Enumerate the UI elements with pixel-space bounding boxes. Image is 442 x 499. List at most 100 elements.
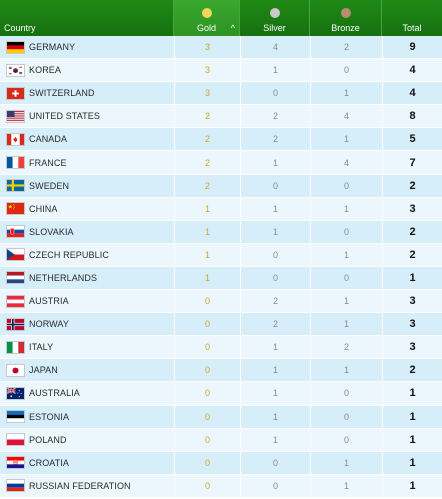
gold-column-header[interactable]: Gold ^ <box>174 0 240 36</box>
bronze-count: 0 <box>310 220 382 243</box>
table-row[interactable]: NETHERLANDS 1 0 0 1 <box>0 266 442 291</box>
bronze-count: 1 <box>310 359 382 382</box>
table-row[interactable]: SLOVAKIA 1 1 0 2 <box>0 220 442 244</box>
total-count: 2 <box>382 359 442 382</box>
total-count: 3 <box>382 313 442 336</box>
table-row[interactable]: AUSTRIA 0 2 1 3 <box>0 290 442 314</box>
country-name: ITALY <box>29 342 54 353</box>
table-row[interactable]: CANADA 2 2 1 5 <box>0 128 442 152</box>
country-name: JAPAN <box>29 365 58 376</box>
country-name: CZECH REPUBLIC <box>29 249 109 260</box>
country-cell: CROATIA <box>0 457 174 469</box>
croatia-flag-icon <box>7 457 24 469</box>
table-row[interactable]: SWEDEN 2 0 0 2 <box>0 174 442 198</box>
table-row[interactable]: JAPAN 0 1 1 2 <box>0 359 442 383</box>
bronze-count: 1 <box>310 313 382 336</box>
total-count: 8 <box>382 105 442 128</box>
table-row[interactable]: UNITED STATES 2 2 4 8 <box>0 105 442 129</box>
country-cell: CHINA <box>0 203 174 215</box>
country-cell: KOREA <box>0 64 174 76</box>
country-name: CROATIA <box>29 457 70 468</box>
table-row[interactable]: ESTONIA 0 1 0 1 <box>0 405 442 429</box>
total-count: 2 <box>382 174 442 197</box>
silver-count: 2 <box>240 128 310 151</box>
table-row[interactable]: ITALY 0 1 2 3 <box>0 336 442 360</box>
country-name: CANADA <box>29 134 68 145</box>
table-row[interactable]: CZECH REPUBLIC 1 0 1 2 <box>0 243 442 267</box>
gold-count: 0 <box>174 290 240 313</box>
gold-count: 1 <box>174 243 240 266</box>
country-cell: UNITED STATES <box>0 110 174 122</box>
gold-count: 0 <box>174 382 240 405</box>
bronze-count: 1 <box>310 128 382 151</box>
austria-flag-icon <box>7 295 24 307</box>
bronze-medal-icon <box>340 8 351 18</box>
country-name: FRANCE <box>29 157 67 168</box>
silver-count: 0 <box>240 243 310 266</box>
country-cell: SWITZERLAND <box>0 87 174 99</box>
table-header: Country Gold ^ Silver Bronze Total <box>0 0 442 36</box>
country-header-label: Country <box>4 23 36 33</box>
country-cell: ESTONIA <box>0 411 174 423</box>
gold-header-label: Gold <box>196 23 216 33</box>
australia-flag-icon <box>7 387 24 399</box>
silver-count: 1 <box>240 151 310 174</box>
gold-count: 0 <box>174 313 240 336</box>
table-row[interactable]: RUSSIAN FEDERATION 0 0 1 1 <box>0 474 442 498</box>
table-row[interactable]: POLAND 0 1 0 1 <box>0 428 442 452</box>
table-row[interactable]: NORWAY 0 2 1 3 <box>0 313 442 337</box>
silver-column-header[interactable]: Silver <box>240 0 310 36</box>
country-cell: JAPAN <box>0 364 174 376</box>
canada-flag-icon <box>7 133 24 145</box>
total-count: 1 <box>382 266 442 290</box>
japan-flag-icon <box>7 364 24 376</box>
gold-count: 0 <box>174 428 240 451</box>
total-count: 3 <box>382 197 442 220</box>
silver-count: 2 <box>240 105 310 128</box>
total-column-header[interactable]: Total <box>382 0 442 36</box>
table-row[interactable]: CROATIA 0 0 1 1 <box>0 451 442 475</box>
bronze-count: 0 <box>310 266 382 290</box>
country-cell: NETHERLANDS <box>0 272 174 284</box>
country-cell: AUSTRALIA <box>0 387 174 399</box>
country-cell: FRANCE <box>0 157 174 169</box>
total-count: 3 <box>382 290 442 313</box>
country-column-header[interactable]: Country <box>0 0 174 36</box>
total-count: 2 <box>382 220 442 243</box>
korea-flag-icon <box>7 64 24 76</box>
gold-count: 0 <box>174 405 240 428</box>
czech-republic-flag-icon <box>7 249 24 261</box>
bronze-column-header[interactable]: Bronze <box>310 0 382 36</box>
silver-count: 0 <box>240 174 310 197</box>
country-cell: RUSSIAN FEDERATION <box>0 480 174 492</box>
bronze-count: 1 <box>310 290 382 313</box>
table-row[interactable]: GERMANY 3 4 2 9 <box>0 36 442 60</box>
table-row[interactable]: SWITZERLAND 3 0 1 4 <box>0 82 442 106</box>
norway-flag-icon <box>7 318 24 330</box>
gold-count: 3 <box>174 59 240 82</box>
bronze-count: 0 <box>310 59 382 82</box>
sweden-flag-icon <box>7 180 24 192</box>
country-cell: AUSTRIA <box>0 295 174 307</box>
gold-medal-icon <box>201 8 212 18</box>
bronze-count: 1 <box>310 474 382 497</box>
silver-count: 1 <box>240 359 310 382</box>
table-row[interactable]: KOREA 3 1 0 4 <box>0 59 442 83</box>
total-count: 1 <box>382 405 442 428</box>
table-row[interactable]: FRANCE 2 1 4 7 <box>0 151 442 175</box>
gold-count: 2 <box>174 105 240 128</box>
slovakia-flag-icon <box>7 226 24 238</box>
table-row[interactable]: AUSTRALIA 0 1 0 1 <box>0 382 442 406</box>
bronze-count: 2 <box>310 36 382 59</box>
country-cell: CANADA <box>0 133 174 145</box>
table-row[interactable]: CHINA 1 1 1 3 <box>0 197 442 221</box>
country-name: AUSTRIA <box>29 296 69 307</box>
bronze-count: 4 <box>310 105 382 128</box>
gold-count: 0 <box>174 474 240 497</box>
silver-count: 1 <box>240 382 310 405</box>
silver-count: 0 <box>240 82 310 105</box>
gold-count: 2 <box>174 128 240 151</box>
italy-flag-icon <box>7 341 24 353</box>
silver-count: 1 <box>240 336 310 359</box>
